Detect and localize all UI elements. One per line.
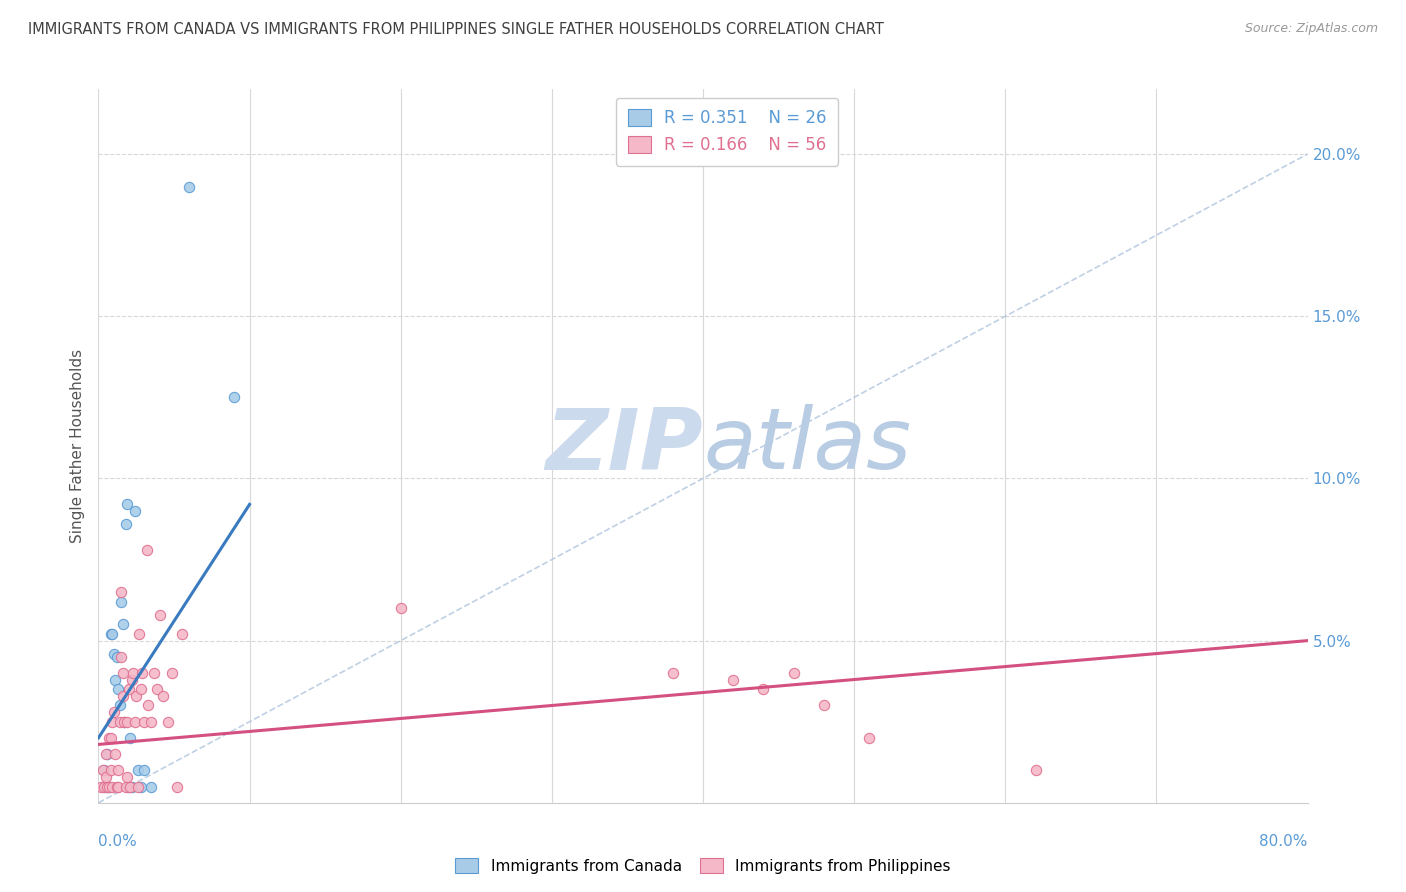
- Point: [98, 780, 121, 794]
- Point: [149, 607, 172, 622]
- Point: [110, 595, 132, 609]
- Point: [132, 714, 155, 729]
- Point: [100, 731, 122, 745]
- Point: [224, 390, 246, 404]
- Point: [135, 542, 157, 557]
- Point: [115, 497, 138, 511]
- Point: [127, 780, 149, 794]
- Legend: R = 0.351    N = 26, R = 0.166    N = 56: R = 0.351 N = 26, R = 0.166 N = 56: [616, 97, 838, 166]
- Y-axis label: Single Father Households: Single Father Households: [70, 349, 86, 543]
- Point: [156, 714, 179, 729]
- Text: 0.0%: 0.0%: [98, 834, 138, 849]
- Point: [101, 627, 124, 641]
- Point: [131, 666, 153, 681]
- Point: [143, 666, 166, 681]
- Point: [120, 780, 142, 794]
- Point: [107, 764, 129, 778]
- Point: [1024, 764, 1046, 778]
- Point: [146, 682, 169, 697]
- Point: [723, 673, 745, 687]
- Point: [93, 764, 115, 778]
- Point: [108, 698, 131, 713]
- Point: [104, 747, 127, 761]
- Point: [110, 585, 132, 599]
- Point: [121, 673, 143, 687]
- Point: [105, 780, 128, 794]
- Text: 80.0%: 80.0%: [1260, 834, 1308, 849]
- Point: [858, 731, 880, 745]
- Point: [389, 601, 412, 615]
- Point: [136, 698, 159, 713]
- Point: [108, 714, 131, 729]
- Point: [124, 714, 146, 729]
- Point: [90, 780, 112, 794]
- Point: [100, 627, 122, 641]
- Point: [118, 682, 141, 697]
- Point: [127, 764, 149, 778]
- Point: [91, 764, 114, 778]
- Point: [94, 780, 117, 794]
- Point: [128, 627, 150, 641]
- Point: [98, 780, 121, 794]
- Point: [179, 179, 201, 194]
- Text: Source: ZipAtlas.com: Source: ZipAtlas.com: [1244, 22, 1378, 36]
- Point: [94, 747, 117, 761]
- Point: [103, 705, 125, 719]
- Point: [162, 666, 184, 681]
- Point: [141, 780, 163, 794]
- Point: [104, 673, 127, 687]
- Point: [124, 504, 146, 518]
- Point: [112, 714, 135, 729]
- Point: [111, 689, 134, 703]
- Point: [115, 714, 138, 729]
- Point: [152, 689, 174, 703]
- Point: [93, 780, 115, 794]
- Point: [132, 764, 155, 778]
- Point: [122, 666, 145, 681]
- Point: [662, 666, 685, 681]
- Point: [813, 698, 835, 713]
- Point: [94, 770, 117, 784]
- Point: [121, 780, 143, 794]
- Point: [166, 780, 188, 794]
- Point: [112, 714, 135, 729]
- Point: [114, 516, 136, 531]
- Point: [111, 666, 134, 681]
- Text: ZIP: ZIP: [546, 404, 703, 488]
- Point: [783, 666, 806, 681]
- Point: [129, 682, 152, 697]
- Point: [114, 780, 136, 794]
- Point: [98, 731, 121, 745]
- Point: [110, 649, 132, 664]
- Point: [100, 764, 122, 778]
- Point: [96, 780, 118, 794]
- Point: [103, 647, 125, 661]
- Point: [101, 780, 124, 794]
- Point: [107, 780, 129, 794]
- Point: [115, 770, 138, 784]
- Point: [101, 714, 124, 729]
- Point: [107, 682, 129, 697]
- Point: [125, 689, 148, 703]
- Point: [129, 780, 152, 794]
- Legend: Immigrants from Canada, Immigrants from Philippines: Immigrants from Canada, Immigrants from …: [450, 852, 956, 880]
- Point: [141, 714, 163, 729]
- Point: [120, 731, 142, 745]
- Point: [118, 780, 141, 794]
- Text: atlas: atlas: [703, 404, 911, 488]
- Text: IMMIGRANTS FROM CANADA VS IMMIGRANTS FROM PHILIPPINES SINGLE FATHER HOUSEHOLDS C: IMMIGRANTS FROM CANADA VS IMMIGRANTS FRO…: [28, 22, 884, 37]
- Point: [105, 649, 128, 664]
- Point: [111, 617, 134, 632]
- Point: [96, 747, 118, 761]
- Point: [752, 682, 775, 697]
- Point: [170, 627, 193, 641]
